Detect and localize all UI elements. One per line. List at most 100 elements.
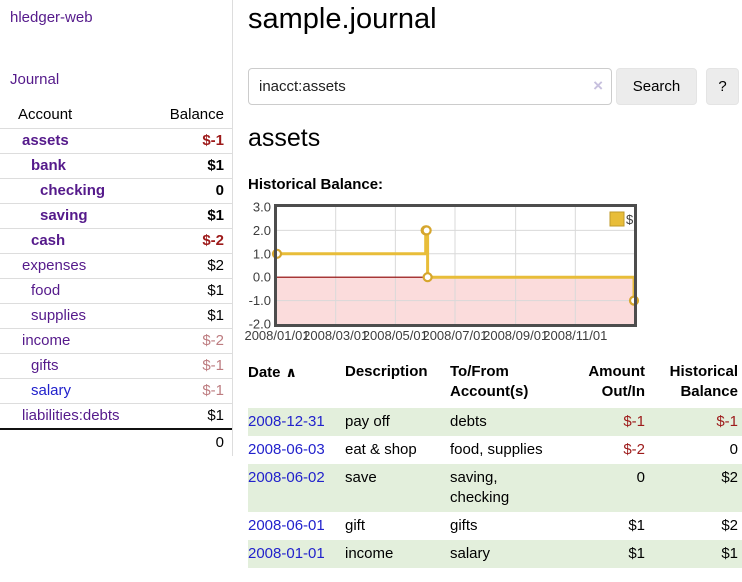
table-row: 2008-06-01 gift gifts $1 $2 <box>248 512 742 540</box>
page-title: sample.journal <box>248 3 437 35</box>
sidebar-account-link[interactable]: expenses <box>22 257 87 274</box>
data-point-marker <box>422 272 433 283</box>
sidebar-account-link[interactable]: cash <box>31 232 66 249</box>
data-point-marker <box>421 225 432 236</box>
app-title-link[interactable]: hledger-web <box>10 9 93 26</box>
x-axis-tick-label: 2008/01/01 <box>244 328 309 343</box>
sidebar-account-link[interactable]: food <box>31 282 61 299</box>
y-axis-tick-label: 0.0 <box>253 270 271 285</box>
search-bar: × Search ? <box>248 68 742 105</box>
account-balance: $1 <box>207 407 224 424</box>
sidebar-account-link[interactable]: checking <box>40 182 106 199</box>
search-input[interactable] <box>248 68 612 105</box>
sidebar-account-link[interactable]: gifts <box>31 357 59 374</box>
y-axis-tick-label: 3.0 <box>253 200 271 215</box>
transaction-description-cell: eat & shop <box>345 441 417 458</box>
search-button[interactable]: Search <box>616 68 697 105</box>
transaction-amount-cell: $1 <box>628 517 645 534</box>
date-link[interactable]: 2008-01-01 <box>248 545 325 562</box>
historical-balance-chart: 3.0 2.0 1.0 0.0 -1.0 -2.02008/01/012008/03/01… <box>244 200 640 343</box>
sidebar-account-link[interactable]: supplies <box>31 307 87 324</box>
transaction-balance-cell: $-1 <box>645 408 742 436</box>
accounts-total-row: 0 <box>0 428 232 454</box>
sidebar-account-link[interactable]: bank <box>31 157 67 174</box>
account-balance: $-2 <box>202 232 224 249</box>
column-header-date[interactable]: Date ∧ <box>248 360 345 408</box>
accounts-table: Account Balance assets $-1 bank $1 checking 0… <box>0 103 232 454</box>
chart-title: Historical Balance: <box>248 176 384 193</box>
clear-search-icon[interactable]: × <box>593 76 603 95</box>
register-header-row: Date ∧ Description To/From Account(s) Amo… <box>248 360 742 408</box>
account-balance: $1 <box>207 207 224 224</box>
y-axis-tick-label: 2.0 <box>253 223 271 238</box>
table-row: 2008-06-03 eat & shop food, supplies $-2 0 <box>248 436 742 464</box>
sidebar: hledger-web Journal Account Balance asse… <box>0 0 233 582</box>
register-table: Date ∧ Description To/From Account(s) Amo… <box>248 360 742 568</box>
transaction-accounts-cell: debts <box>450 408 565 436</box>
table-row: 2008-12-31 pay off debts $-1 $-1 <box>248 408 742 436</box>
x-axis-tick-label: 2008/09/01 <box>483 328 548 343</box>
account-balance: $2 <box>207 257 224 274</box>
table-row: 2008-06-02 save saving, checking 0 $2 <box>248 464 742 512</box>
legend-label: $ <box>626 212 634 227</box>
sidebar-item-journal[interactable]: Journal <box>10 71 60 88</box>
account-balance: $1 <box>207 282 224 299</box>
account-row: income $-2 <box>0 328 232 353</box>
date-link[interactable]: 2008-06-03 <box>248 441 325 458</box>
register-tbody: 2008-12-31 pay off debts $-1 $-1 2008-06-03 ea… <box>248 408 742 568</box>
account-balance: 0 <box>215 182 224 199</box>
sidebar-account-link[interactable]: assets <box>22 132 69 149</box>
accounts-total-value: 0 <box>215 434 224 451</box>
x-axis-tick-label: 2008/03/01 <box>303 328 368 343</box>
x-axis-tick-label: 2008/11/01 <box>543 328 607 343</box>
search-box: × <box>248 68 612 105</box>
account-balance: $1 <box>207 307 224 324</box>
plot-border <box>274 204 637 327</box>
account-row: saving $1 <box>0 203 232 228</box>
x-axis-tick-label: 2008/07/01 <box>422 328 487 343</box>
transaction-balance-cell: 0 <box>729 441 738 458</box>
column-header-amount: Amount Out/In <box>588 363 645 400</box>
account-balance: $-1 <box>202 357 224 374</box>
accounts-header-balance: Balance <box>169 106 224 123</box>
transaction-balance-cell: $2 <box>645 464 742 512</box>
transaction-description-cell: save <box>345 464 450 512</box>
transaction-accounts-cell: gifts <box>450 517 478 534</box>
date-link[interactable]: 2008-06-01 <box>248 517 325 534</box>
transaction-balance-cell: $2 <box>721 517 738 534</box>
transaction-date-cell: 2008-01-01 <box>248 540 345 568</box>
date-link[interactable]: 2008-06-02 <box>248 469 325 486</box>
account-balance: $-2 <box>202 332 224 349</box>
help-button[interactable]: ? <box>706 68 739 105</box>
transaction-accounts-cell: saving, checking <box>450 464 565 512</box>
y-axis-tick-label: -1.0 <box>249 293 271 308</box>
account-row: expenses $2 <box>0 253 232 278</box>
date-link[interactable]: 2008-12-31 <box>248 413 325 430</box>
date-header-label: Date <box>248 364 281 381</box>
transaction-accounts-cell: salary <box>450 540 565 568</box>
sort-ascending-icon: ∧ <box>285 364 297 380</box>
account-heading: assets <box>248 124 321 152</box>
column-header-tofrom: To/From Account(s) <box>450 363 529 400</box>
transaction-balance-cell: $1 <box>645 540 742 568</box>
transaction-description-cell: gift <box>345 517 366 534</box>
sidebar-account-link[interactable]: saving <box>40 207 88 224</box>
transaction-description-cell: pay off <box>345 408 450 436</box>
sidebar-account-link[interactable]: income <box>22 332 71 349</box>
transaction-amount-cell: $-1 <box>565 408 645 436</box>
account-row: assets $-1 <box>0 128 232 153</box>
legend-swatch <box>609 211 625 227</box>
transaction-description-cell: income <box>345 540 450 568</box>
account-balance: $-1 <box>202 382 224 399</box>
column-header-balance: Historical Balance <box>669 363 738 400</box>
table-row: 2008-01-01 income salary $1 $1 <box>248 540 742 568</box>
main-content: sample.journal × Search ? assets Histori… <box>244 0 742 582</box>
account-balance: $1 <box>207 157 224 174</box>
column-header-description: Description <box>345 363 428 380</box>
sidebar-accounts-rows: assets $-1 bank $1 checking 0 saving $1 cash $-2 e… <box>0 128 232 428</box>
transaction-date-cell: 2008-06-01 <box>248 512 345 540</box>
account-row: cash $-2 <box>0 228 232 253</box>
sidebar-account-link[interactable]: salary <box>31 382 72 399</box>
accounts-table-header: Account Balance <box>0 103 232 128</box>
sidebar-account-link[interactable]: liabilities:debts <box>22 407 120 424</box>
